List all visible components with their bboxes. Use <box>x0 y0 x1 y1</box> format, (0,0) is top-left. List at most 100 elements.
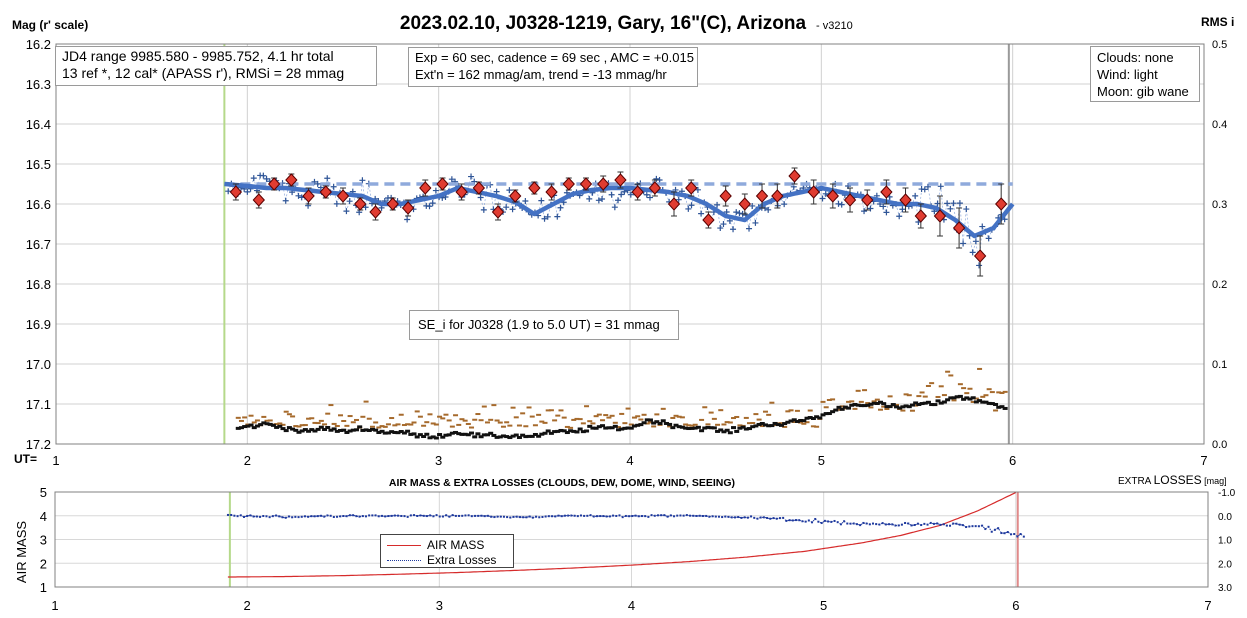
rms-point <box>568 426 574 429</box>
rms-smooth-point <box>453 430 459 434</box>
binned-diamond <box>807 185 820 199</box>
extra-losses-point <box>490 515 493 518</box>
rms-point <box>430 422 436 425</box>
individual-point <box>899 206 906 213</box>
rms-point <box>980 395 986 398</box>
binned-diamond <box>702 213 715 227</box>
rms-point <box>644 422 650 425</box>
rms-smooth-point <box>727 431 733 435</box>
rms-point <box>360 415 366 418</box>
binned-diamond <box>667 197 681 211</box>
legend-item-extra-losses: Extra Losses <box>387 553 496 567</box>
rms-point <box>481 405 487 408</box>
rms-point <box>491 404 497 407</box>
rms-point <box>504 421 510 424</box>
rms-smooth-point <box>385 431 391 435</box>
extra-losses-point <box>425 515 428 518</box>
individual-point <box>688 202 695 209</box>
rms-point <box>909 409 915 412</box>
binned-diamond <box>491 205 505 219</box>
rms-point <box>782 425 788 428</box>
rms-point <box>778 422 784 425</box>
rms-point <box>548 409 554 412</box>
rms-smooth-point <box>555 429 561 433</box>
individual-point <box>298 194 305 201</box>
chart2-y-label: AIR MASS <box>14 521 29 583</box>
extra-losses-point <box>740 516 743 519</box>
y-tick-label: 16.2 <box>26 37 51 52</box>
binned-diamond <box>579 177 593 191</box>
rms-smooth-point <box>590 426 596 430</box>
extra-losses-point <box>942 523 945 526</box>
binned-diamond <box>648 181 662 195</box>
rms-point <box>453 414 459 417</box>
extra-losses-point <box>987 525 990 528</box>
rms-point <box>635 415 641 418</box>
rms-smooth-point <box>673 423 679 427</box>
y2-tick-label: 0.2 <box>1212 279 1227 291</box>
individual-point <box>972 238 979 245</box>
binned-point <box>597 175 610 193</box>
extra-losses-point <box>695 514 698 517</box>
binned-point <box>973 235 987 277</box>
rms-smooth-point <box>1002 406 1008 410</box>
rms-point <box>868 406 874 409</box>
extra-losses-point <box>711 515 714 518</box>
extra-losses-point <box>358 515 361 518</box>
individual-point <box>675 196 682 203</box>
rms-smooth-point <box>702 426 708 430</box>
binned-point <box>933 195 947 237</box>
rms-point <box>574 417 580 420</box>
rms-point <box>996 391 1002 394</box>
air-mass-line <box>227 491 1017 578</box>
rms-point <box>814 425 820 428</box>
rms-point <box>306 417 312 420</box>
binned-diamond <box>285 173 298 187</box>
extra-losses-point <box>762 516 765 519</box>
y-tick2-label: 3 <box>40 533 47 548</box>
extra-losses-point <box>551 515 554 518</box>
rms-smooth-point <box>494 435 500 439</box>
rms-smooth-point <box>747 427 753 431</box>
x-tick2-label: 2 <box>244 598 251 613</box>
rms-point <box>807 409 813 412</box>
rms-point <box>293 425 299 428</box>
extra-losses-point <box>977 525 980 528</box>
y2-tick2-label: 2.0 <box>1218 559 1232 570</box>
extra-losses-point <box>522 516 525 519</box>
extra-losses-point <box>769 517 772 520</box>
rms-smooth-point <box>925 400 931 404</box>
rms-point <box>510 406 516 409</box>
rms-point <box>584 405 590 408</box>
rms-point <box>916 395 922 398</box>
rms-smooth-point <box>740 425 746 429</box>
rms-point <box>881 405 887 408</box>
extra-losses-point <box>750 515 753 518</box>
rms-point <box>494 419 500 422</box>
individual-point <box>362 204 369 211</box>
extra-losses-point <box>945 524 948 527</box>
rms-smooth-point <box>344 430 350 434</box>
rms-smooth-point <box>750 425 756 429</box>
clouds-line: Clouds: none <box>1097 50 1174 65</box>
rms-smooth-point <box>628 426 634 430</box>
binned-point <box>861 189 874 211</box>
rms-point <box>849 400 855 403</box>
individual-point <box>509 206 516 213</box>
rms-smooth-point <box>657 421 663 425</box>
rms-point <box>334 425 340 428</box>
binned-point <box>472 181 486 195</box>
individual-point <box>477 194 484 201</box>
rms-point <box>961 387 967 390</box>
rms-smooth-point <box>564 431 570 435</box>
rms-point <box>612 421 618 424</box>
rms-smooth-point <box>676 425 682 429</box>
rms-smooth-point <box>274 425 280 429</box>
extra-losses-point <box>567 514 570 517</box>
rms-smooth-point <box>421 435 427 439</box>
rms-smooth-point <box>686 427 692 431</box>
rms-smooth-point <box>392 430 398 434</box>
rms-point <box>424 421 430 424</box>
rms-smooth-point <box>865 403 871 407</box>
